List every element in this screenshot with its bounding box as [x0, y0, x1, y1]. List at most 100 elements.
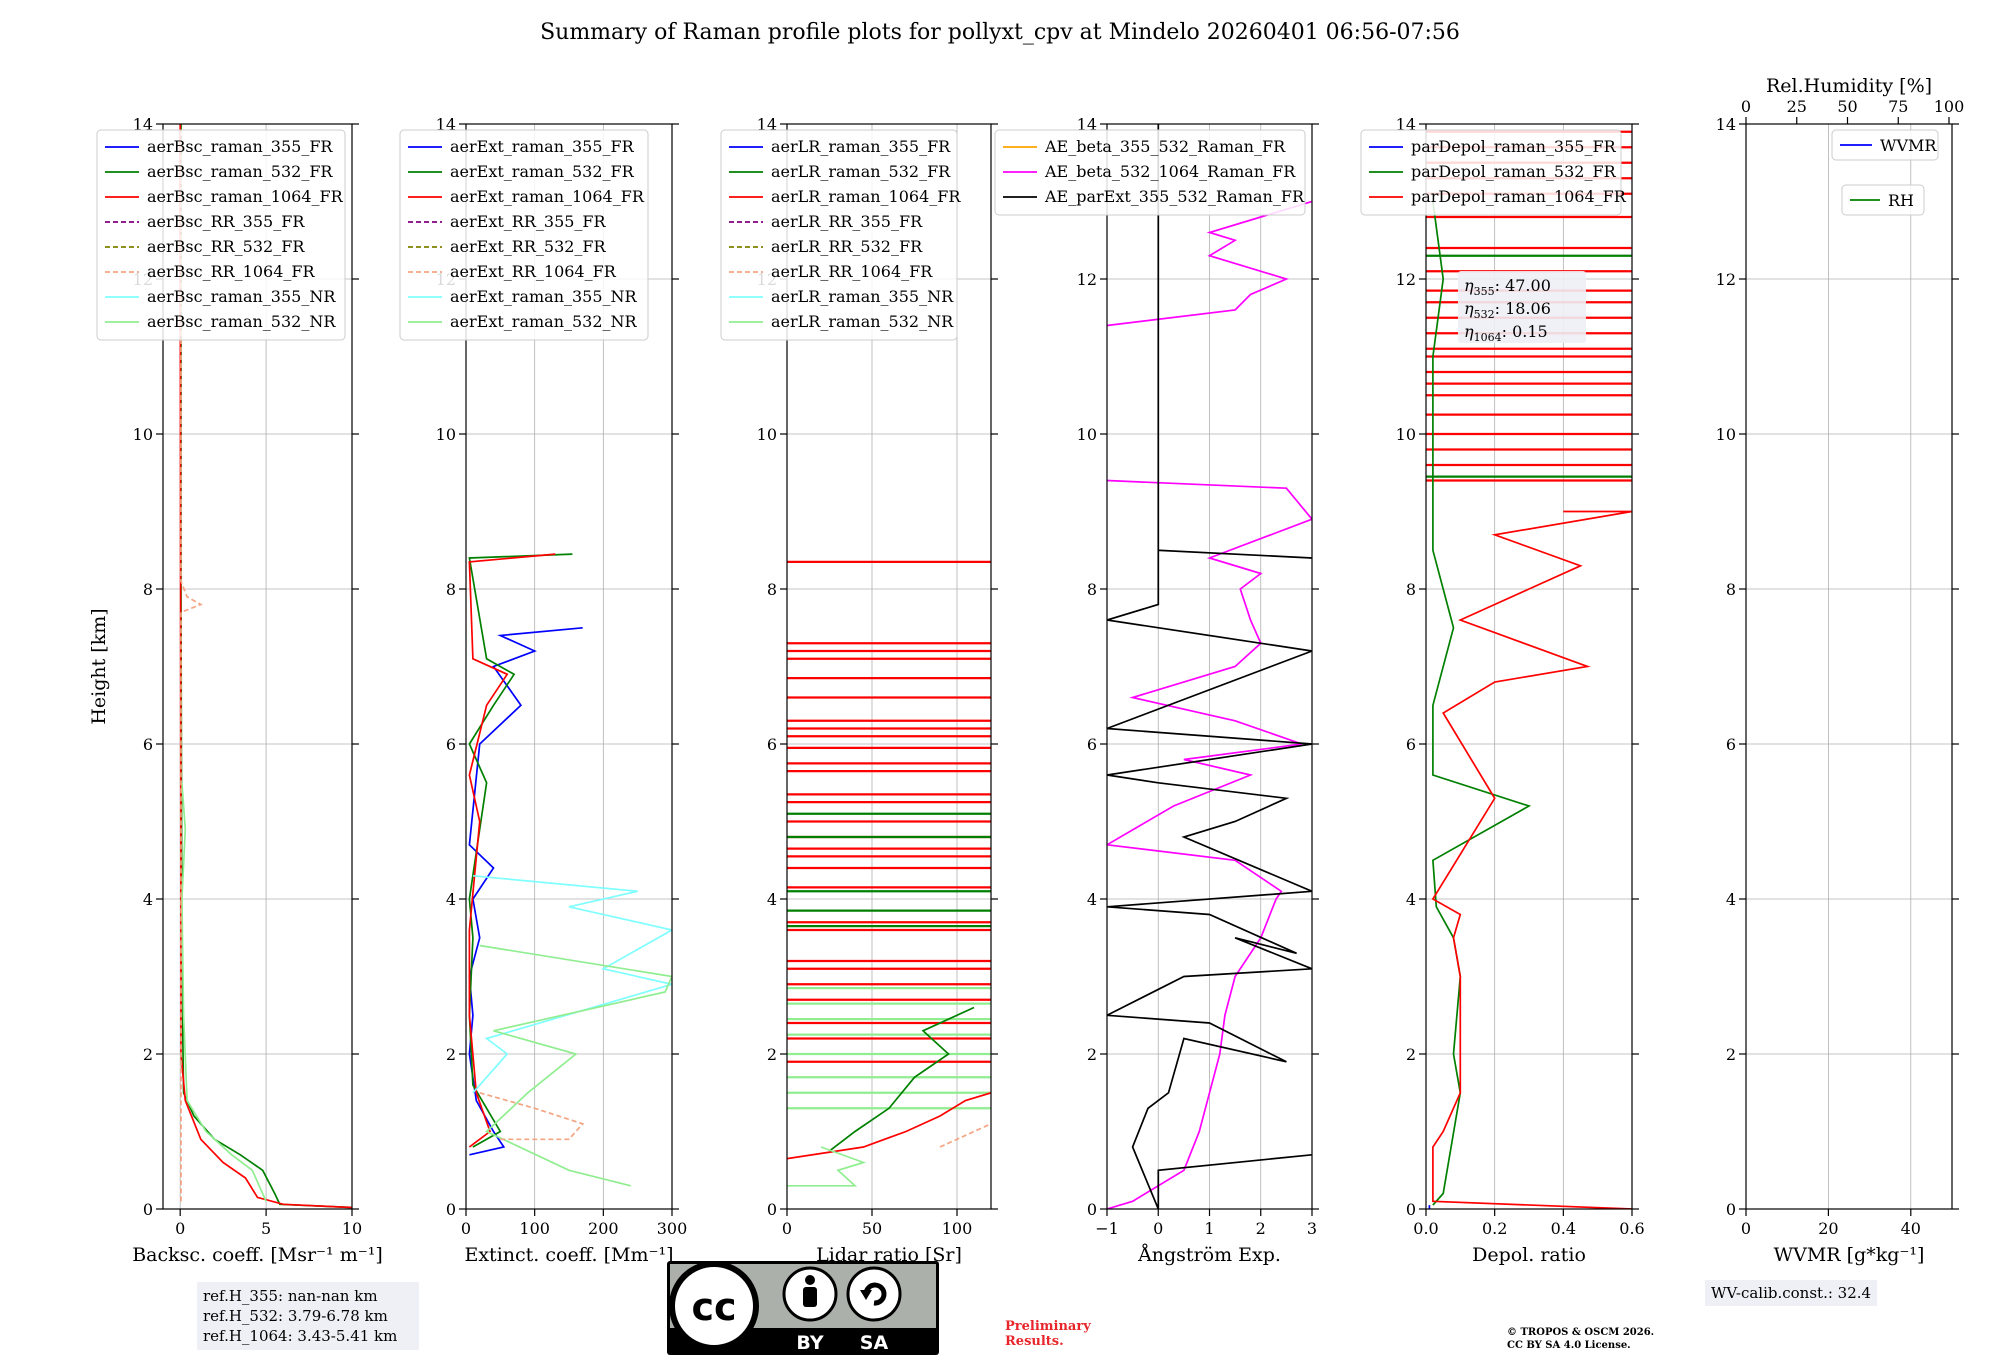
y-tick-label: 8 [1087, 580, 1097, 599]
legend-label: aerExt_raman_532_NR [450, 312, 638, 331]
x-tick-label: 200 [588, 1219, 619, 1238]
share-alike-arrow [863, 1282, 887, 1306]
annotation-box [1458, 271, 1586, 343]
legend-label: aerLR_raman_1064_FR [771, 187, 961, 206]
legend-label: parDepol_raman_532_FR [1411, 162, 1617, 181]
attribution-body [803, 1287, 817, 1307]
x-tick-label: 0 [1741, 1219, 1751, 1238]
cc-logo-letters: cc [691, 1285, 736, 1329]
reference-height-box: ref.H_355: nan-nan km ref.H_532: 3.79-6.… [197, 1282, 419, 1350]
legend-label: aerBsc_RR_532_FR [147, 237, 305, 256]
series-aerBsc_raman_1064_FR [179, 124, 352, 1209]
share-alike-icon [846, 1266, 902, 1322]
y-tick-label: 6 [767, 735, 777, 754]
series-aerLR_raman_1064_FR [787, 1091, 991, 1160]
y-tick-label: 0 [767, 1200, 777, 1219]
legend-label: aerBsc_raman_532_FR [147, 162, 333, 181]
cc-by-sa-badge: cc BY SA [667, 1261, 939, 1355]
y-tick-label: 10 [757, 425, 777, 444]
copyright-line-1: © TROPOS & OSCM 2026. [1507, 1327, 1655, 1338]
series-aerExt_raman_355_NR [472, 874, 672, 1094]
panel-extinction: 024681012140100200300Extinct. coeff. [Mm… [399, 115, 687, 1266]
legend-box [399, 129, 649, 341]
eta-value: : 0.15 [1502, 322, 1548, 341]
x-tick-label: 0.2 [1482, 1219, 1507, 1238]
series-aerLR_raman_532_FR [828, 1006, 975, 1152]
y-tick-label: 12 [1077, 270, 1097, 289]
x-tick-label: 100 [519, 1219, 550, 1238]
copyright-line-2: CC BY SA 4.0 License. [1507, 1340, 1631, 1351]
y-tick-label: 10 [1077, 425, 1097, 444]
x-tick-label: 0.6 [1619, 1219, 1644, 1238]
series-aerLR_RR_1064_FR [939, 1123, 991, 1148]
axes-frame [1745, 123, 1953, 1210]
preliminary-note: Preliminary Results. [1005, 1319, 1091, 1349]
legend-label: aerExt_raman_532_FR [450, 162, 635, 181]
x-tick-label: −1 [1095, 1219, 1119, 1238]
legend-label: aerLR_RR_1064_FR [771, 262, 933, 281]
y-tick-label: 4 [1726, 890, 1736, 909]
preliminary-line-1: Preliminary [1005, 1319, 1091, 1334]
attribution-head [805, 1275, 815, 1285]
y-tick-label: 4 [143, 890, 153, 909]
y-tick-label: 0 [1726, 1200, 1736, 1219]
x-tick-label: 1 [1204, 1219, 1214, 1238]
x-tick-label: 40 [1901, 1219, 1921, 1238]
legend-label: aerBsc_raman_1064_FR [147, 187, 344, 206]
y-tick-label: 10 [436, 425, 456, 444]
legend-label: RH [1888, 191, 1914, 210]
legend-label: aerBsc_raman_532_NR [147, 312, 336, 331]
y-tick-label: 2 [1087, 1045, 1097, 1064]
x-axis-label: Lidar ratio [Sr] [816, 1244, 962, 1266]
x-tick-label: 5 [261, 1219, 271, 1238]
y-tick-label: 8 [1406, 580, 1416, 599]
y-tick-label: 12 [1716, 270, 1736, 289]
badge-by-label: BY [796, 1332, 823, 1354]
y-tick-label: 4 [446, 890, 456, 909]
legend-label: AE_parExt_355_532_Raman_FR [1044, 187, 1305, 206]
top-x-tick-label: 25 [1787, 97, 1807, 116]
x-tick-label: 0.0 [1413, 1219, 1438, 1238]
ref-height-532: ref.H_532: 3.79-6.78 km [203, 1307, 388, 1325]
legend-label: aerLR_RR_532_FR [771, 237, 923, 256]
x-tick-label: 10 [342, 1219, 362, 1238]
legend-label: aerBsc_RR_355_FR [147, 212, 305, 231]
y-tick-label: 8 [143, 580, 153, 599]
legend-label: aerLR_raman_532_FR [771, 162, 951, 181]
plot-area [179, 124, 352, 1209]
plot-area [1107, 124, 1312, 1209]
legend-box [96, 129, 346, 341]
panel-depol: 0 2 4 6 8 10 12 14 0.0 0.2 0.4 0.6 Depol. ratio parDe… [1360, 115, 1645, 1266]
series-aerExt_raman_532_NR [479, 944, 672, 1187]
x-tick-label: 0 [1153, 1219, 1163, 1238]
badge-sa-label: SA [860, 1332, 889, 1354]
legend-label: aerExt_RR_355_FR [450, 212, 607, 231]
series-aerBsc_raman_532_NR [181, 782, 267, 1202]
legend-label: aerLR_raman_355_NR [771, 287, 954, 306]
y-tick-label: 14 [1077, 115, 1097, 134]
legend-label: aerLR_raman_355_FR [771, 137, 951, 156]
series-aerExt_RR_1064_FR [479, 1091, 585, 1141]
legend: aerExt_raman_355_FR aerExt_raman_532_FRae… [399, 129, 649, 341]
eta-symbol: η [1464, 299, 1474, 318]
eta-value: : 18.06 [1495, 299, 1551, 318]
legend-label: aerBsc_RR_1064_FR [147, 262, 316, 281]
x-tick-label: 3 [1307, 1219, 1317, 1238]
x-tick-label: 50 [862, 1219, 882, 1238]
top-x-axis-label: Rel.Humidity [%] [1766, 75, 1932, 97]
legend-label: aerExt_raman_1064_FR [450, 187, 645, 206]
x-tick-label: 0 [782, 1219, 792, 1238]
y-tick-label: 12 [1396, 270, 1416, 289]
legend-label: parDepol_raman_1064_FR [1411, 187, 1627, 206]
axes-frame [465, 123, 673, 1210]
panel-backscatter: 024681012140510Backsc. coeff. [Msr⁻¹ m⁻¹… [88, 115, 383, 1266]
eta-symbol: η [1464, 276, 1474, 295]
plot-area [787, 560, 991, 1187]
eta-annotation: η1064: 0.15 [1464, 322, 1548, 344]
eta-subscript: 532 [1474, 308, 1495, 321]
eta-symbol: η [1464, 322, 1474, 341]
legend: aerLR_raman_355_FR aerLR_raman_532_FR aerL… [720, 129, 961, 341]
legend-label: aerExt_RR_532_FR [450, 237, 607, 256]
top-x-tick-label: 0 [1741, 97, 1751, 116]
legend: aerBsc_raman_355_FR aerBsc_raman_532_FRae… [96, 129, 346, 341]
